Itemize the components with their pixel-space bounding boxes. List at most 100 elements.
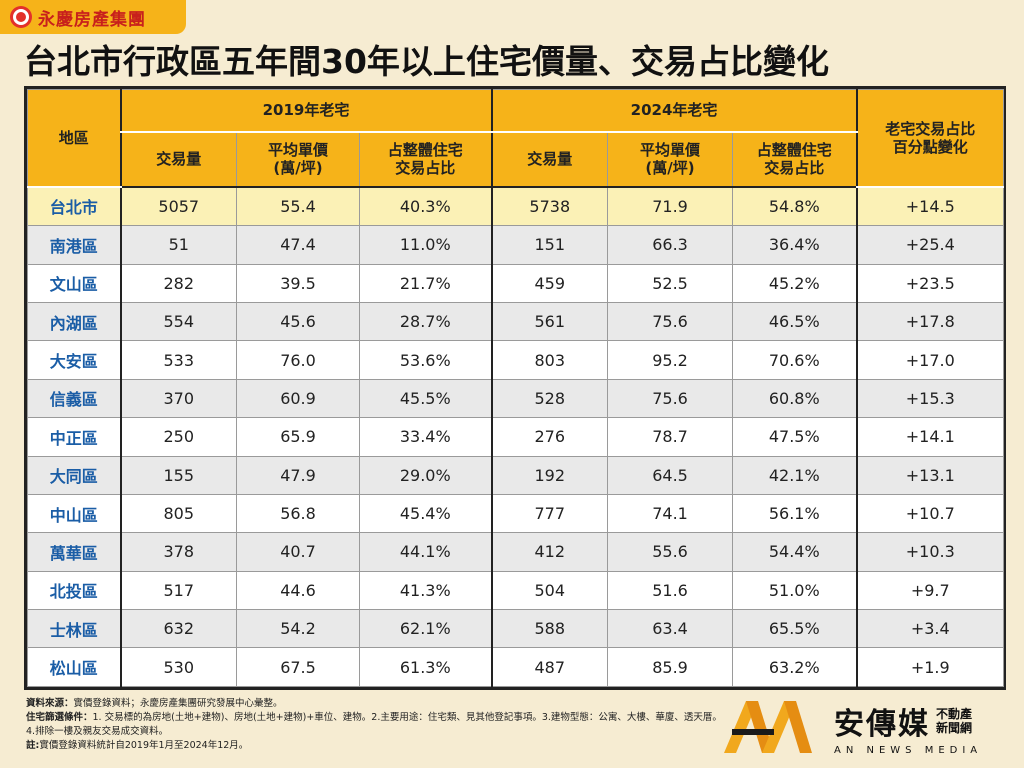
district-cell: 南港區: [27, 225, 121, 265]
table-row: 北投區 517 44.6 41.3% 504 51.6 51.0% +9.7: [27, 570, 1005, 611]
share-2024-cell: 46.5%: [732, 301, 858, 342]
volume-2024-cell: 528: [490, 378, 609, 419]
district-cell: 士林區: [27, 609, 121, 649]
share-2024-cell: 54.8%: [732, 185, 858, 227]
table-row: 士林區 632 54.2 62.1% 588 63.4 65.5% +3.4: [27, 609, 1005, 649]
share-2024-cell: 45.2%: [732, 263, 858, 303]
price-2024-cell: 75.6: [607, 378, 734, 419]
share-2024-cell: 63.2%: [732, 647, 858, 687]
share-2024-cell: 65.5%: [732, 609, 858, 649]
volume-2019-cell: 530: [119, 647, 237, 687]
volume-2024-cell: 459: [490, 263, 609, 303]
district-cell: 信義區: [27, 378, 121, 419]
volume-2019-cell: 5057: [119, 185, 237, 227]
share-2024-cell: 70.6%: [732, 340, 858, 380]
group-header-2024: 2024年老宅: [490, 89, 858, 133]
col-header-share-label2: 交易占比: [395, 159, 456, 177]
share-2019-cell: 45.5%: [358, 378, 493, 419]
price-2019-cell: 54.2: [236, 609, 360, 649]
watermark-english: AN NEWS MEDIA: [834, 744, 983, 756]
watermark-logo: 安傳媒 不動產 新聞網 AN NEWS MEDIA: [722, 690, 1012, 764]
source-note: 資料來源：實價登錄資料；永慶房產集團研究發展中心彙整。: [26, 697, 726, 711]
price-2019-cell: 40.7: [236, 532, 360, 572]
table-row: 中正區 250 65.9 33.4% 276 78.7 47.5% +14.1: [27, 417, 1005, 457]
price-2019-cell: 47.9: [236, 455, 360, 495]
table-row: 大同區 155 47.9 29.0% 192 64.5 42.1% +13.1: [27, 455, 1005, 495]
volume-2024-cell: 5738: [490, 185, 609, 227]
share-2019-cell: 33.4%: [358, 417, 493, 457]
volume-2024-cell: 588: [490, 609, 609, 649]
data-table-container: 地區 2019年老宅 2024年老宅 老宅交易占比 百分點變化 交易量 平均單價…: [24, 86, 1006, 690]
price-2024-cell: 74.1: [607, 493, 734, 534]
volume-2024-cell: 504: [490, 570, 609, 611]
volume-2019-cell: 250: [119, 417, 237, 457]
watermark-side-line2: 新聞網: [936, 720, 973, 735]
change-cell: +14.1: [855, 417, 1005, 457]
share-2024-cell: 56.1%: [732, 493, 858, 534]
district-cell: 松山區: [27, 647, 121, 687]
table-row: 大安區 533 76.0 53.6% 803 95.2 70.6% +17.0: [27, 340, 1005, 380]
watermark-row: 安傳媒 不動產 新聞網: [834, 699, 982, 743]
table-row: 信義區 370 60.9 45.5% 528 75.6 60.8% +15.3: [27, 378, 1005, 419]
price-2019-cell: 39.5: [236, 263, 360, 303]
table-row: 松山區 530 67.5 61.3% 487 85.9 63.2% +1.9: [27, 647, 1005, 687]
share-2019-cell: 41.3%: [358, 570, 493, 611]
price-2019-cell: 55.4: [236, 185, 360, 227]
criteria-note-cont: 4.排除一樓及親友交易成交資料。: [26, 726, 169, 737]
col-header-share-label1: 占整體住宅: [756, 141, 832, 159]
watermark-text: 安傳媒 不動產 新聞網 AN NEWS MEDIA: [834, 699, 982, 756]
price-2024-cell: 85.9: [607, 647, 734, 687]
period-text: 實價登錄資料統計自2019年1月至2024年12月。: [39, 740, 249, 751]
watermark-side: 不動產 新聞網: [936, 707, 972, 735]
footnotes: 資料來源：實價登錄資料；永慶房產集團研究發展中心彙整。 住宅篩選條件：1. 交易…: [26, 697, 726, 753]
share-2019-cell: 45.4%: [358, 493, 493, 534]
change-cell: +1.9: [855, 647, 1005, 687]
change-cell: +3.4: [855, 609, 1005, 649]
volume-2019-cell: 51: [119, 225, 237, 265]
price-2019-cell: 45.6: [236, 301, 360, 342]
district-cell: 大安區: [27, 340, 121, 380]
price-2024-cell: 51.6: [607, 570, 734, 611]
table-row: 中山區 805 56.8 45.4% 777 74.1 56.1% +10.7: [27, 493, 1005, 534]
price-2024-cell: 78.7: [607, 417, 734, 457]
share-2019-cell: 61.3%: [358, 647, 493, 687]
price-2019-cell: 67.5: [236, 647, 360, 687]
district-cell: 大同區: [27, 455, 121, 495]
col-header-volume-2019: 交易量: [119, 131, 237, 188]
volume-2024-cell: 487: [490, 647, 609, 687]
share-2019-cell: 21.7%: [358, 263, 493, 303]
volume-2024-cell: 777: [490, 493, 609, 534]
volume-2019-cell: 805: [119, 493, 237, 534]
district-cell: 中正區: [27, 417, 121, 457]
price-2019-cell: 60.9: [236, 378, 360, 419]
source-label: 資料來源：: [26, 698, 74, 709]
change-cell: +25.4: [855, 225, 1005, 265]
share-2024-cell: 42.1%: [732, 455, 858, 495]
price-2024-cell: 66.3: [607, 225, 734, 265]
group-header-2019: 2019年老宅: [119, 89, 493, 133]
criteria-label: 住宅篩選條件：: [26, 712, 93, 723]
change-header-line1: 老宅交易占比: [885, 119, 976, 138]
share-2024-cell: 54.4%: [732, 532, 858, 572]
col-header-price-2019: 平均單價 (萬/坪): [236, 131, 360, 188]
share-2024-cell: 47.5%: [732, 417, 858, 457]
page-title: 台北市行政區五年間30年以上住宅價量、交易占比變化: [24, 40, 1014, 84]
share-2019-cell: 53.6%: [358, 340, 493, 380]
change-cell: +14.5: [855, 185, 1005, 227]
change-cell: +10.3: [855, 532, 1005, 572]
volume-2019-cell: 370: [119, 378, 237, 419]
share-2019-cell: 40.3%: [358, 185, 493, 227]
volume-2019-cell: 554: [119, 301, 237, 342]
district-cell: 中山區: [27, 493, 121, 534]
price-2024-cell: 71.9: [607, 185, 734, 227]
share-2024-cell: 51.0%: [732, 570, 858, 611]
criteria-text: 1. 交易標的為房地(土地+建物)、房地(土地+建物)+車位、建物。2.主要用途…: [92, 712, 722, 723]
watermark-name: 安傳媒: [834, 706, 930, 742]
brand-name: 永慶房產集團: [38, 9, 146, 30]
table-row: 台北市 5057 55.4 40.3% 5738 71.9 54.8% +14.5: [27, 185, 1005, 227]
volume-2019-cell: 155: [119, 455, 237, 495]
district-header: 地區: [27, 89, 121, 188]
watermark-side-line1: 不動產: [936, 706, 973, 721]
brand-badge: 永慶房產集團: [0, 0, 186, 34]
share-2019-cell: 29.0%: [358, 455, 493, 495]
